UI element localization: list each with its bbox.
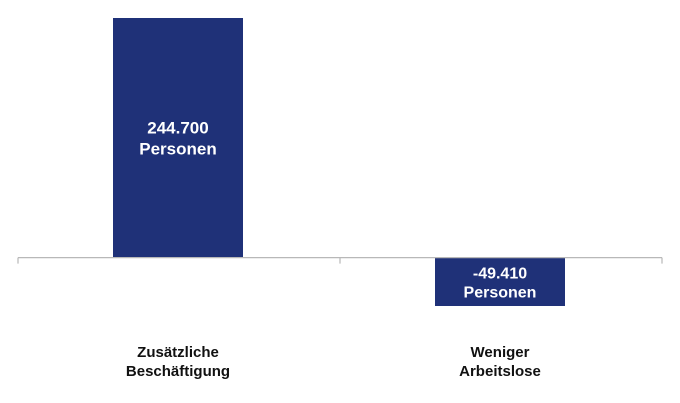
data-label-1-1: Personen [464, 284, 537, 301]
data-label-0-0: 244.700 [147, 118, 208, 137]
category-labels-group: Zusätzliche Beschäftigung Weniger Arbeitslo… [126, 344, 541, 380]
category-label-1-1: Arbeitslose [459, 363, 541, 380]
bars-group [113, 18, 565, 306]
bar-1 [435, 257, 565, 306]
category-label-0-1: Beschäftigung [126, 363, 230, 380]
category-label-0-0: Zusätzliche [137, 344, 219, 361]
axis-ticks [17, 257, 663, 264]
data-labels-group: 244.700 Personen -49.410 Personen [139, 118, 536, 301]
data-label-0-1: Personen [139, 139, 216, 158]
category-label-1-0: Weniger [471, 344, 530, 361]
data-label-1-0: -49.410 [473, 265, 527, 282]
bar-0 [113, 18, 243, 258]
